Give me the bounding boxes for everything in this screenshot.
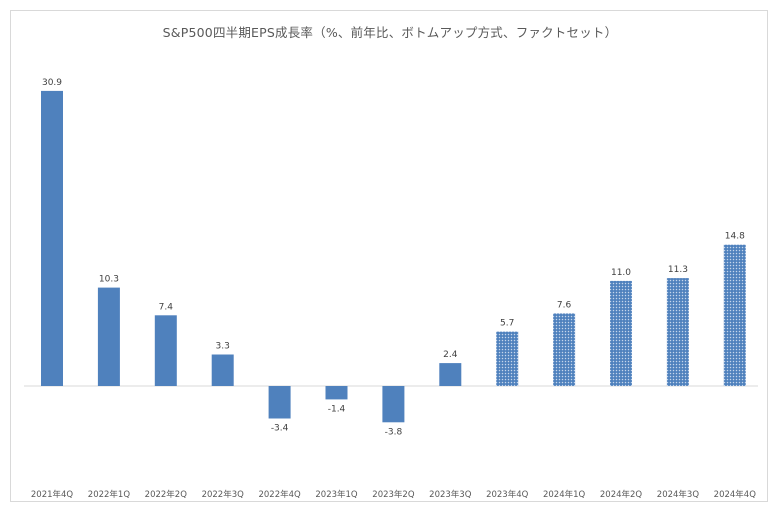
data-label-2022年3Q: 3.3 [216, 342, 230, 352]
tick-label-2022年2Q: 2022年2Q [145, 489, 188, 500]
data-labels: 30.9 10.3 7.4 3.3 -3.4 -1.4 -3.8 2.4 5.7 7.6 11.0 1… [42, 78, 745, 437]
tick-label-2023年1Q: 2023年1Q [315, 489, 358, 500]
data-label-2023年2Q: -3.8 [385, 427, 403, 437]
bar-2023年1Q [325, 386, 348, 400]
tick-label-2024年4Q: 2024年4Q [714, 489, 757, 500]
tick-label-2022年3Q: 2022年3Q [202, 489, 245, 500]
bars [41, 90, 746, 423]
bar-2024年4Q [723, 244, 746, 386]
data-label-2024年2Q: 11.0 [611, 268, 631, 278]
data-label-2024年4Q: 14.8 [725, 232, 745, 242]
data-label-2022年1Q: 10.3 [99, 275, 119, 285]
tick-label-2022年1Q: 2022年1Q [88, 489, 131, 500]
bar-2024年2Q [610, 280, 632, 386]
bar-2022年4Q [268, 386, 291, 419]
data-label-2021年4Q: 30.9 [42, 78, 62, 88]
tick-label-2023年4Q: 2023年4Q [486, 489, 529, 500]
bar-2024年1Q [553, 313, 576, 386]
bar-2022年2Q [154, 315, 177, 386]
bar-2023年4Q [496, 331, 519, 386]
data-label-2023年3Q: 2.4 [443, 350, 458, 360]
data-label-2022年4Q: -3.4 [271, 424, 289, 434]
data-label-2023年1Q: -1.4 [328, 404, 346, 414]
tick-label-2022年4Q: 2022年4Q [258, 489, 301, 500]
data-label-2022年2Q: 7.4 [159, 302, 174, 312]
x-tick-labels: 2021年4Q 2022年1Q 2022年2Q 2022年3Q 2022年4Q 2023年… [31, 489, 756, 500]
data-label-2023年4Q: 5.7 [500, 319, 514, 329]
bar-2024年3Q [666, 278, 689, 386]
bar-2023年3Q [439, 363, 462, 386]
tick-label-2023年2Q: 2023年2Q [372, 489, 415, 500]
chart-title: S&P500四半期EPS成長率（%、前年比、ボトムアップ方式、ファクトセット） [162, 25, 618, 40]
tick-label-2023年3Q: 2023年3Q [429, 489, 472, 500]
tick-label-2021年4Q: 2021年4Q [31, 489, 74, 500]
data-label-2024年3Q: 11.3 [668, 265, 688, 275]
bar-2021年4Q [41, 90, 63, 387]
tick-label-2024年3Q: 2024年3Q [657, 489, 700, 500]
data-label-2024年1Q: 7.6 [557, 300, 572, 310]
bar-2023年2Q [382, 386, 405, 423]
bar-2022年3Q [211, 354, 234, 386]
tick-label-2024年2Q: 2024年2Q [600, 489, 643, 500]
tick-label-2024年1Q: 2024年1Q [543, 489, 586, 500]
bar-2022年1Q [97, 287, 120, 386]
